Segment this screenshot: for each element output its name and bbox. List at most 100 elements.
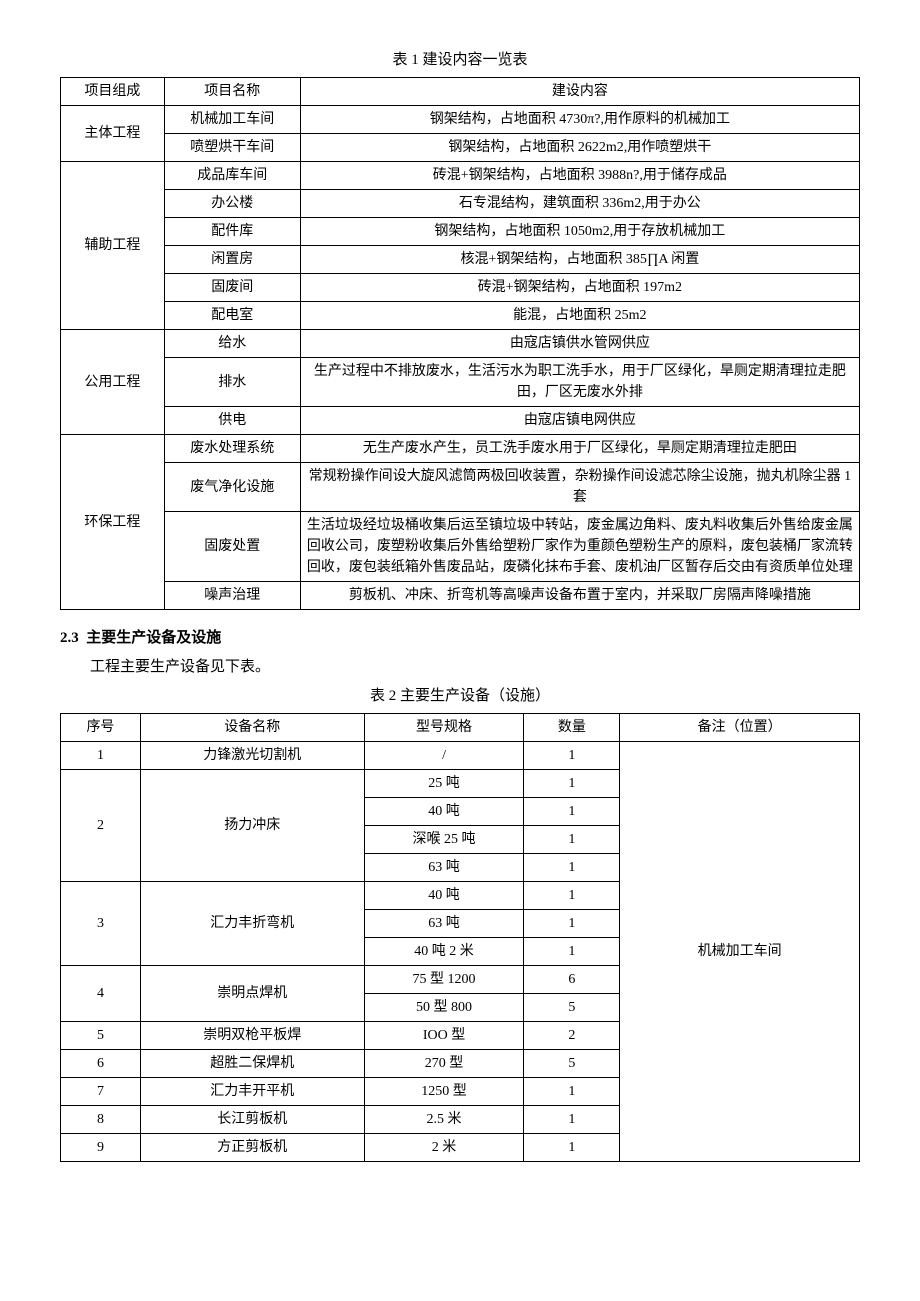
name-cell: 固废处置 [164,512,300,582]
table-row: 供电由寇店镇电网供应 [61,407,860,435]
qty-cell: 1 [524,798,620,826]
content-cell: 砖混+钢架结构，占地面积 197m2 [300,274,859,302]
spec-cell: 深喉 25 吨 [364,826,524,854]
spec-cell: 270 型 [364,1050,524,1078]
qty-cell: 1 [524,742,620,770]
spec-cell: / [364,742,524,770]
seq-cell: 7 [61,1078,141,1106]
qty-cell: 1 [524,770,620,798]
name-cell: 喷塑烘干车间 [164,134,300,162]
table-row: 排水生产过程中不排放废水，生活污水为职工洗手水，用于厂区绿化，旱厕定期清理拉走肥… [61,358,860,407]
table2-caption: 表 2 主要生产设备（设施） [60,684,860,705]
name-cell: 办公楼 [164,190,300,218]
content-cell: 钢架结构，占地面积 2622m2,用作喷塑烘干 [300,134,859,162]
qty-cell: 1 [524,1134,620,1162]
name-cell: 机械加工车间 [164,106,300,134]
content-cell: 生产过程中不排放废水，生活污水为职工洗手水，用于厂区绿化，旱厕定期清理拉走肥田，… [300,358,859,407]
seq-cell: 6 [61,1050,141,1078]
group-cell: 辅助工程 [61,162,165,330]
content-cell: 核混+钢架结构，占地面积 385∏A 闲置 [300,246,859,274]
spec-cell: 40 吨 [364,882,524,910]
group-cell: 环保工程 [61,435,165,610]
table1-h2: 建设内容 [300,78,859,106]
qty-cell: 1 [524,1106,620,1134]
table-row: 闲置房核混+钢架结构，占地面积 385∏A 闲置 [61,246,860,274]
name-cell: 闲置房 [164,246,300,274]
equip-name-cell: 扬力冲床 [140,770,364,882]
content-cell: 钢架结构，占地面积 1050m2,用于存放机械加工 [300,218,859,246]
qty-cell: 1 [524,854,620,882]
qty-cell: 5 [524,1050,620,1078]
table2-h2: 型号规格 [364,714,524,742]
table-row: 办公楼石专混结构，建筑面积 336m2,用于办公 [61,190,860,218]
section-title: 2.3 主要生产设备及设施 [60,626,860,647]
spec-cell: 40 吨 [364,798,524,826]
spec-cell: 25 吨 [364,770,524,798]
table2-h1: 设备名称 [140,714,364,742]
equip-name-cell: 汇力丰折弯机 [140,882,364,966]
table-row: 固废间砖混+钢架结构，占地面积 197m2 [61,274,860,302]
content-cell: 石专混结构，建筑面积 336m2,用于办公 [300,190,859,218]
table-row: 公用工程给水由寇店镇供水管网供应 [61,330,860,358]
content-cell: 钢架结构，占地面积 4730π?,用作原料的机械加工 [300,106,859,134]
content-cell: 无生产废水产生，员工洗手废水用于厂区绿化，旱厕定期清理拉走肥田 [300,435,859,463]
qty-cell: 2 [524,1022,620,1050]
table2-h3: 数量 [524,714,620,742]
equip-name-cell: 方正剪板机 [140,1134,364,1162]
seq-cell: 4 [61,966,141,1022]
spec-cell: 1250 型 [364,1078,524,1106]
qty-cell: 1 [524,826,620,854]
name-cell: 成品库车间 [164,162,300,190]
table-row: 废气净化设施常规粉操作间设大旋风滤筒两极回收装置，杂粉操作间设滤芯除尘设施，抛丸… [61,463,860,512]
spec-cell: 75 型 1200 [364,966,524,994]
table-row: 噪声治理剪板机、冲床、折弯机等高噪声设备布置于室内，并采取厂房隔声降噪措施 [61,582,860,610]
table-row: 主体工程机械加工车间钢架结构，占地面积 4730π?,用作原料的机械加工 [61,106,860,134]
seq-cell: 2 [61,770,141,882]
table-row: 辅助工程成品库车间砖混+钢架结构，占地面积 3988n?,用于储存成品 [61,162,860,190]
qty-cell: 1 [524,910,620,938]
table-row: 喷塑烘干车间钢架结构，占地面积 2622m2,用作喷塑烘干 [61,134,860,162]
seq-cell: 1 [61,742,141,770]
equip-name-cell: 超胜二保焊机 [140,1050,364,1078]
content-cell: 生活垃圾经垃圾桶收集后运至镇垃圾中转站，废金属边角料、废丸料收集后外售给废金属回… [300,512,859,582]
name-cell: 配电室 [164,302,300,330]
table-row: 固废处置生活垃圾经垃圾桶收集后运至镇垃圾中转站，废金属边角料、废丸料收集后外售给… [61,512,860,582]
section-paragraph: 工程主要生产设备见下表。 [60,655,860,676]
name-cell: 废水处理系统 [164,435,300,463]
spec-cell: 63 吨 [364,854,524,882]
name-cell: 配件库 [164,218,300,246]
section-heading: 主要生产设备及设施 [86,630,221,646]
table2-h4: 备注（位置） [620,714,860,742]
content-cell: 剪板机、冲床、折弯机等高噪声设备布置于室内，并采取厂房隔声降噪措施 [300,582,859,610]
spec-cell: 40 吨 2 米 [364,938,524,966]
name-cell: 给水 [164,330,300,358]
content-cell: 由寇店镇电网供应 [300,407,859,435]
spec-cell: 50 型 800 [364,994,524,1022]
spec-cell: 2 米 [364,1134,524,1162]
table2-header-row: 序号 设备名称 型号规格 数量 备注（位置） [61,714,860,742]
equip-name-cell: 崇明点焊机 [140,966,364,1022]
equip-name-cell: 汇力丰开平机 [140,1078,364,1106]
equip-name-cell: 力锋激光切割机 [140,742,364,770]
name-cell: 固废间 [164,274,300,302]
seq-cell: 3 [61,882,141,966]
table1-h1: 项目名称 [164,78,300,106]
spec-cell: 63 吨 [364,910,524,938]
table1-caption: 表 1 建设内容一览表 [60,48,860,69]
table1: 项目组成 项目名称 建设内容 主体工程机械加工车间钢架结构，占地面积 4730π… [60,77,860,610]
equip-name-cell: 崇明双枪平板焊 [140,1022,364,1050]
seq-cell: 5 [61,1022,141,1050]
table2-h0: 序号 [61,714,141,742]
content-cell: 常规粉操作间设大旋风滤筒两极回收装置，杂粉操作间设滤芯除尘设施，抛丸机除尘器 1… [300,463,859,512]
table-row: 配件库钢架结构，占地面积 1050m2,用于存放机械加工 [61,218,860,246]
table-row: 环保工程废水处理系统无生产废水产生，员工洗手废水用于厂区绿化，旱厕定期清理拉走肥… [61,435,860,463]
content-cell: 砖混+钢架结构，占地面积 3988n?,用于储存成品 [300,162,859,190]
equip-name-cell: 长江剪板机 [140,1106,364,1134]
content-cell: 能混，占地面积 25m2 [300,302,859,330]
section-number: 2.3 [60,630,79,646]
qty-cell: 1 [524,938,620,966]
qty-cell: 6 [524,966,620,994]
group-cell: 主体工程 [61,106,165,162]
content-cell: 由寇店镇供水管网供应 [300,330,859,358]
seq-cell: 9 [61,1134,141,1162]
